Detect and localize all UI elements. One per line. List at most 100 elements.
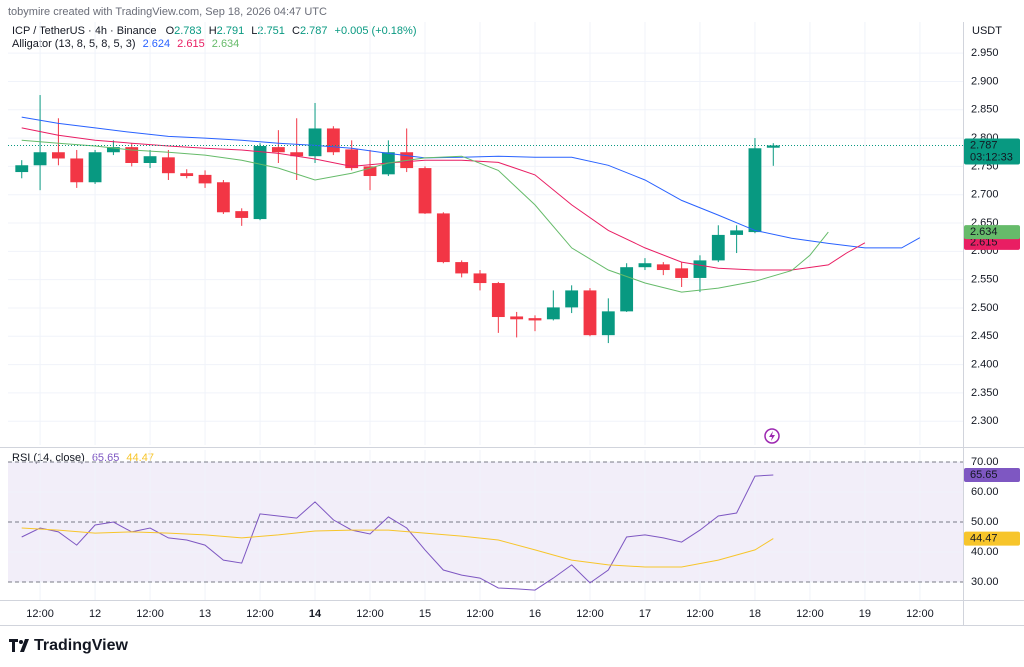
x-tick-label: 18 <box>749 608 761 620</box>
candle-body <box>491 283 505 318</box>
price-label-box <box>964 138 1020 165</box>
indicator-name: Alligator (13, 8, 5, 8, 5, 3) <box>12 38 136 50</box>
x-tick-label: 19 <box>859 608 871 620</box>
logo-text: TradingView <box>34 637 129 654</box>
price-label-box <box>964 235 1020 250</box>
candle-body <box>326 128 340 153</box>
candle-body <box>620 267 634 312</box>
x-tick-label: 12:00 <box>796 608 824 620</box>
candle-body <box>308 128 322 157</box>
open-value: 2.783 <box>174 25 202 37</box>
y-tick-label: 40.00 <box>971 546 999 558</box>
change: +0.005 (+0.18%) <box>335 25 417 37</box>
price-label-box <box>964 531 1020 546</box>
candle-body <box>271 147 285 153</box>
x-tick-label: 12:00 <box>466 608 494 620</box>
candle-body <box>711 234 725 261</box>
candle-body <box>418 168 432 214</box>
y-tick-label: 2.350 <box>971 387 999 399</box>
candle-body <box>601 311 615 336</box>
rsi-title: RSI (14, close) <box>12 452 85 464</box>
y-tick-label: 50.00 <box>971 516 999 528</box>
lips-value: 2.634 <box>212 38 240 50</box>
x-tick-label: 12:00 <box>26 608 54 620</box>
x-tick-label: 12:00 <box>576 608 604 620</box>
jaw-value: 2.624 <box>143 38 171 50</box>
y-tick-label: 2.500 <box>971 302 999 314</box>
candle-body <box>675 268 689 278</box>
x-tick-label: 15 <box>419 608 431 620</box>
symbol-legend: ICP / TetherUS · 4h · Binance O2.783 H2.… <box>12 25 416 37</box>
event-icon <box>764 428 780 444</box>
price-label: 65.65 <box>970 469 998 481</box>
ohlc-letter: O <box>166 25 175 37</box>
candle-body <box>235 211 249 218</box>
series-line <box>21 139 829 293</box>
candle-body <box>161 157 175 174</box>
y-tick-label: 2.300 <box>971 415 999 427</box>
x-tick-label: 13 <box>199 608 211 620</box>
y-tick-label: 70.00 <box>971 456 999 468</box>
candle-body <box>528 318 542 321</box>
price-label: 2.634 <box>970 226 998 238</box>
price-label-box <box>964 225 1020 240</box>
candle-body <box>180 173 194 177</box>
y-tick-label: 2.900 <box>971 75 999 87</box>
symbol: ICP / TetherUS · 4h · Binance <box>12 25 157 37</box>
candle-body <box>253 146 267 220</box>
price-label: 2.787 <box>970 139 998 151</box>
logo: TradingView <box>9 637 129 654</box>
candle-body <box>15 165 29 173</box>
y-tick-label: 2.950 <box>971 47 999 59</box>
candle-body <box>766 145 780 148</box>
candle-body <box>638 263 652 268</box>
close-value: 2.787 <box>300 25 328 37</box>
countdown: 03:12:33 <box>970 151 1013 163</box>
series-line <box>21 527 774 568</box>
x-tick-label: 12:00 <box>686 608 714 620</box>
currency: USDT <box>972 25 1002 37</box>
x-tick-label: 12:00 <box>246 608 274 620</box>
candle-body <box>33 152 47 166</box>
candle-body <box>455 262 469 274</box>
candle-body <box>143 156 157 163</box>
candle-body <box>693 260 707 278</box>
high-value: 2.791 <box>217 25 245 37</box>
candle-body <box>198 174 212 184</box>
candle-body <box>290 152 304 157</box>
x-tick-label: 12:00 <box>136 608 164 620</box>
candle-body <box>345 149 359 169</box>
candle-body <box>106 147 120 153</box>
candle-body <box>656 264 670 271</box>
credit: tobymire created with TradingView.com, S… <box>8 6 327 18</box>
y-tick-label: 2.600 <box>971 245 999 257</box>
candle-body <box>363 166 377 177</box>
candle-body <box>51 152 65 159</box>
teeth-value: 2.615 <box>177 38 205 50</box>
rsi-legend: RSI (14, close) 65.65 44.47 <box>12 452 154 464</box>
x-tick-label: 12:00 <box>906 608 934 620</box>
rsi-value: 65.65 <box>92 452 120 464</box>
candle-body <box>473 273 487 284</box>
candle-body <box>125 147 139 163</box>
candle-body <box>546 307 560 320</box>
y-tick-label: 2.850 <box>971 104 999 116</box>
y-tick-label: 2.700 <box>971 189 999 201</box>
candle-body <box>565 290 579 308</box>
x-tick-label: 12 <box>89 608 101 620</box>
candle-body <box>88 152 102 183</box>
candle-body <box>730 230 744 235</box>
candle-body <box>70 158 84 183</box>
series-line <box>21 474 774 591</box>
y-tick-label: 2.400 <box>971 358 999 370</box>
rsi-ma-value: 44.47 <box>126 452 154 464</box>
y-tick-label: 2.550 <box>971 274 999 286</box>
price-label-box <box>964 468 1020 483</box>
x-tick-label: 16 <box>529 608 541 620</box>
series-line <box>21 127 866 271</box>
price-label: 44.47 <box>970 532 998 544</box>
ohlc-letter: C <box>292 25 300 37</box>
series-line <box>21 116 921 249</box>
